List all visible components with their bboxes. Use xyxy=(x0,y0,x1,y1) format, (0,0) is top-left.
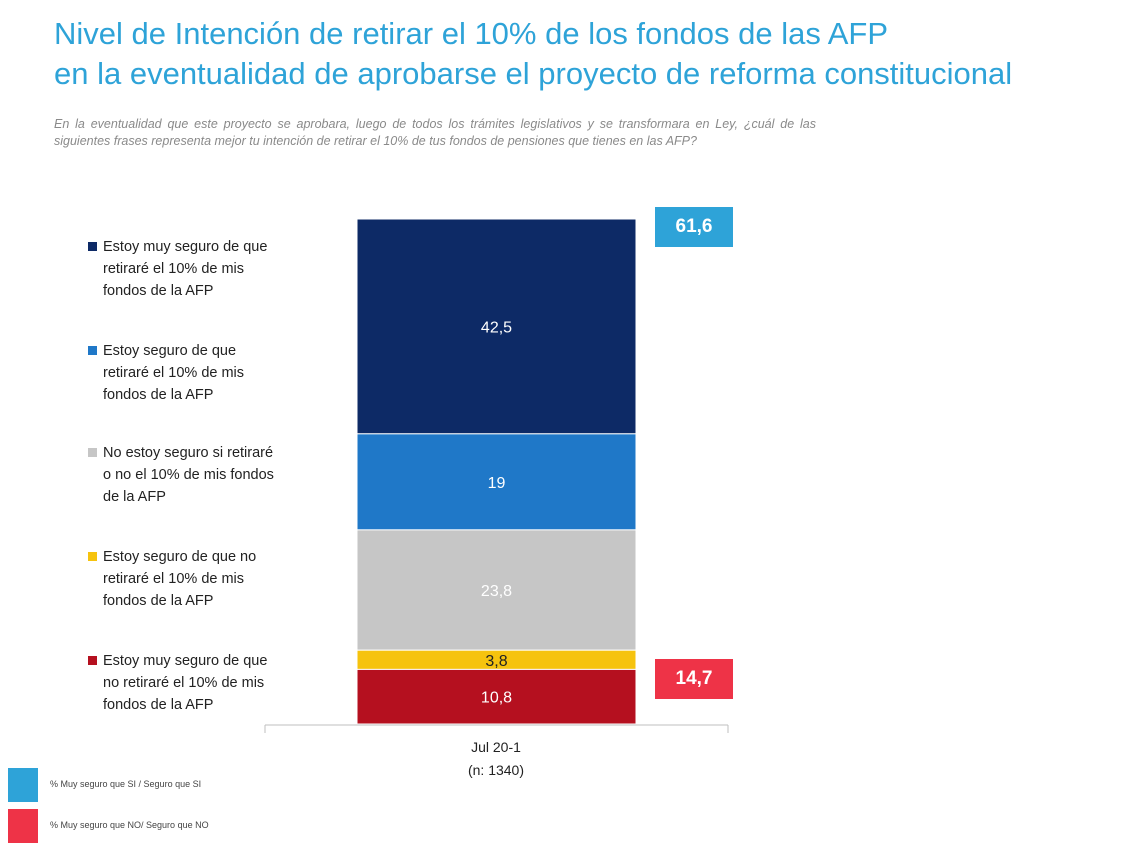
bar-segment-0 xyxy=(356,218,637,435)
legend-label-line: fondos de la AFP xyxy=(103,593,214,609)
legend-label-line: retiraré el 10% de mis xyxy=(103,261,245,277)
legend-label-line: retiraré el 10% de mis xyxy=(103,365,245,381)
legend-item-very-sure-no: Estoy muy seguro de que no retiraré el 1… xyxy=(88,650,328,716)
legend-item-very-sure-yes: Estoy muy seguro de que retiraré el 10% … xyxy=(88,236,328,302)
chart-title-line-2: en la eventualidad de aprobarse el proye… xyxy=(54,56,1013,91)
bar-segment-1 xyxy=(356,433,637,531)
survey-question: En la eventualidad que este proyecto se … xyxy=(54,117,816,148)
legend-label: Estoy muy seguro de que retiraré el 10% … xyxy=(88,236,328,302)
legend-swatch xyxy=(88,656,97,665)
bar-segment-value-label: 10,8 xyxy=(481,690,512,707)
legend-label-line: fondos de la AFP xyxy=(103,283,214,299)
x-tick-sample-size: (n: 1340) xyxy=(468,762,524,778)
summary-legend-yes: % Muy seguro que SI / Seguro que SI xyxy=(8,768,308,802)
legend-label-line: Estoy muy seguro de que xyxy=(103,239,268,255)
legend-swatch xyxy=(88,346,97,355)
legend-label-line: fondos de la AFP xyxy=(103,697,214,713)
legend-label-line: no retiraré el 10% de mis xyxy=(103,675,265,691)
summary-legend-swatch xyxy=(8,768,38,802)
legend-swatch xyxy=(88,448,97,457)
summary-legend-no: % Muy seguro que NO/ Seguro que NO xyxy=(8,809,308,843)
legend-swatch xyxy=(88,242,97,251)
bar-segment-value-label: 3,8 xyxy=(485,653,507,670)
summary-legend-label: % Muy seguro que NO/ Seguro que NO xyxy=(50,820,209,830)
legend-label: Estoy seguro de que no retiraré el 10% d… xyxy=(88,546,328,612)
legend-item-sure-yes: Estoy seguro de que retiraré el 10% de m… xyxy=(88,340,328,406)
legend-label: Estoy seguro de que retiraré el 10% de m… xyxy=(88,340,328,406)
legend-label-line: No estoy seguro si retiraré xyxy=(103,445,274,461)
summary-box-yes: 61,6 xyxy=(655,207,733,247)
bar-segment-value-label: 42,5 xyxy=(481,319,512,336)
bar-segments xyxy=(356,218,637,725)
legend-swatch xyxy=(88,552,97,561)
summary-legend-swatch xyxy=(8,809,38,843)
legend-item-sure-no: Estoy seguro de que no retiraré el 10% d… xyxy=(88,546,328,612)
legend-label-line: o no el 10% de mis fondos xyxy=(103,467,274,483)
bar-segment-value-label: 23,8 xyxy=(481,583,512,600)
bar-data-labels: 42,5 19 23,8 3,8 10,8 xyxy=(481,319,512,706)
x-tick-label: Jul 20-1 xyxy=(471,739,521,755)
legend-label-line: Estoy seguro de que no xyxy=(103,549,257,565)
bar-segment-4 xyxy=(356,668,637,725)
summary-box-no: 14,7 xyxy=(655,659,733,699)
legend-label-line: Estoy seguro de que xyxy=(103,343,237,359)
legend-label-line: Estoy muy seguro de que xyxy=(103,653,268,669)
legend-label-line: retiraré el 10% de mis xyxy=(103,571,245,587)
legend-label-line: fondos de la AFP xyxy=(103,387,214,403)
bar-segment-2 xyxy=(356,529,637,651)
legend-item-not-sure: No estoy seguro si retiraré o no el 10% … xyxy=(88,442,328,508)
chart-title: Nivel de Intención de retirar el 10% de … xyxy=(54,14,1134,94)
summary-legend-label: % Muy seguro que SI / Seguro que SI xyxy=(50,779,202,789)
chart-title-line-1: Nivel de Intención de retirar el 10% de … xyxy=(54,16,889,51)
legend-label-line: de la AFP xyxy=(103,489,166,505)
legend-label: No estoy seguro si retiraré o no el 10% … xyxy=(88,442,328,508)
bar-segment-value-label: 19 xyxy=(488,475,506,492)
legend-label: Estoy muy seguro de que no retiraré el 1… xyxy=(88,650,328,716)
